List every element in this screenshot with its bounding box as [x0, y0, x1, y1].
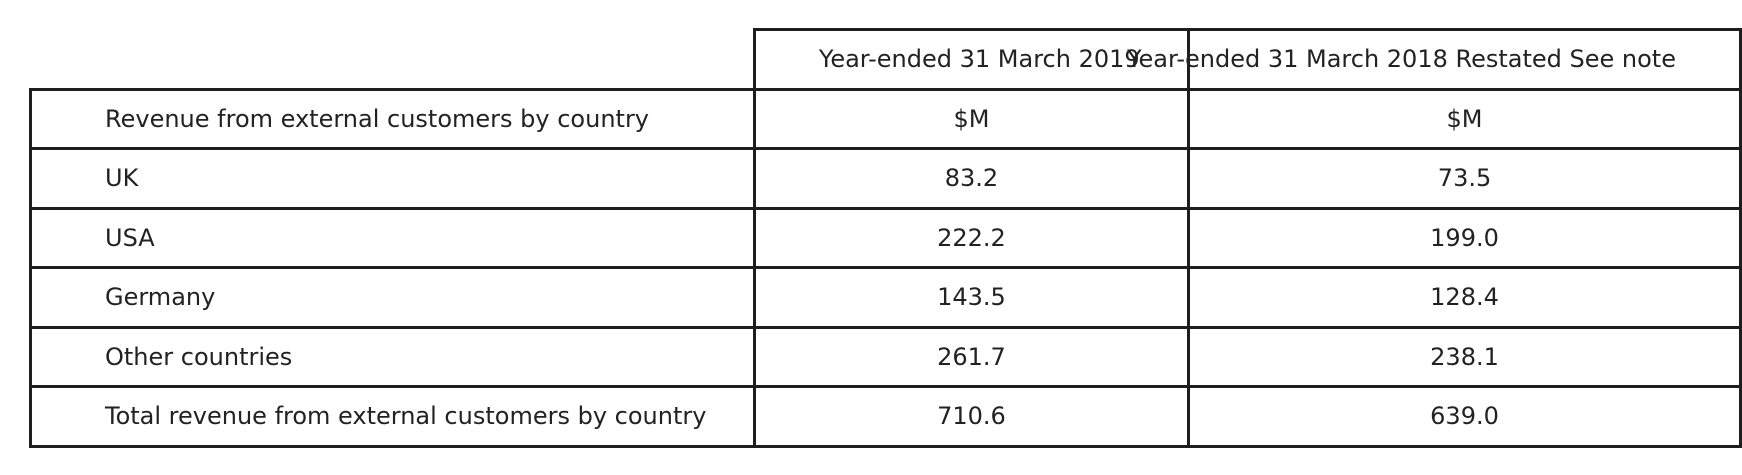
header-year-2018: Year-ended 31 March 2018 Restated See no… — [1127, 28, 1742, 91]
row-label: UK — [29, 147, 756, 210]
table-row: UK 83.2 73.5 — [29, 147, 1742, 210]
table-row: Revenue from external customers by count… — [29, 87, 1742, 150]
total-row: Total revenue from external customers by… — [29, 385, 1742, 448]
cell-2019: 143.5 — [752, 266, 1191, 329]
cell-2019: 83.2 — [752, 147, 1191, 210]
table-row: Germany 143.5 128.4 — [29, 266, 1742, 329]
cell-2018: 128.4 — [1187, 266, 1742, 329]
table-row: USA 222.2 199.0 — [29, 206, 1742, 269]
header-row: Year-ended 31 March 2019 Year-ended 31 M… — [30, 28, 1742, 91]
row-label: USA — [29, 206, 756, 269]
row-label: Other countries — [29, 325, 756, 388]
cell-2018: 639.0 — [1187, 385, 1742, 448]
header-year-2019: Year-ended 31 March 2019 — [752, 28, 1191, 91]
row-label: Total revenue from external customers by… — [29, 385, 756, 448]
cell-2019: 261.7 — [752, 325, 1191, 388]
cell-2018: 238.1 — [1187, 325, 1742, 388]
cell-2018: $M — [1187, 87, 1742, 150]
revenue-by-country-table: Year-ended 31 March 2019 Year-ended 31 M… — [29, 28, 1742, 448]
header-blank-cell — [30, 29, 756, 91]
header-year-2018-text: Year-ended 31 March 2018 Restated See no… — [1127, 45, 1676, 74]
cell-2019: $M — [752, 87, 1191, 150]
cell-2018: 199.0 — [1187, 206, 1742, 269]
row-label: Revenue from external customers by count… — [29, 87, 756, 150]
table-row: Other countries 261.7 238.1 — [29, 325, 1742, 388]
row-label: Germany — [29, 266, 756, 329]
cell-2019: 222.2 — [752, 206, 1191, 269]
cell-2018: 73.5 — [1187, 147, 1742, 210]
cell-2019: 710.6 — [752, 385, 1191, 448]
